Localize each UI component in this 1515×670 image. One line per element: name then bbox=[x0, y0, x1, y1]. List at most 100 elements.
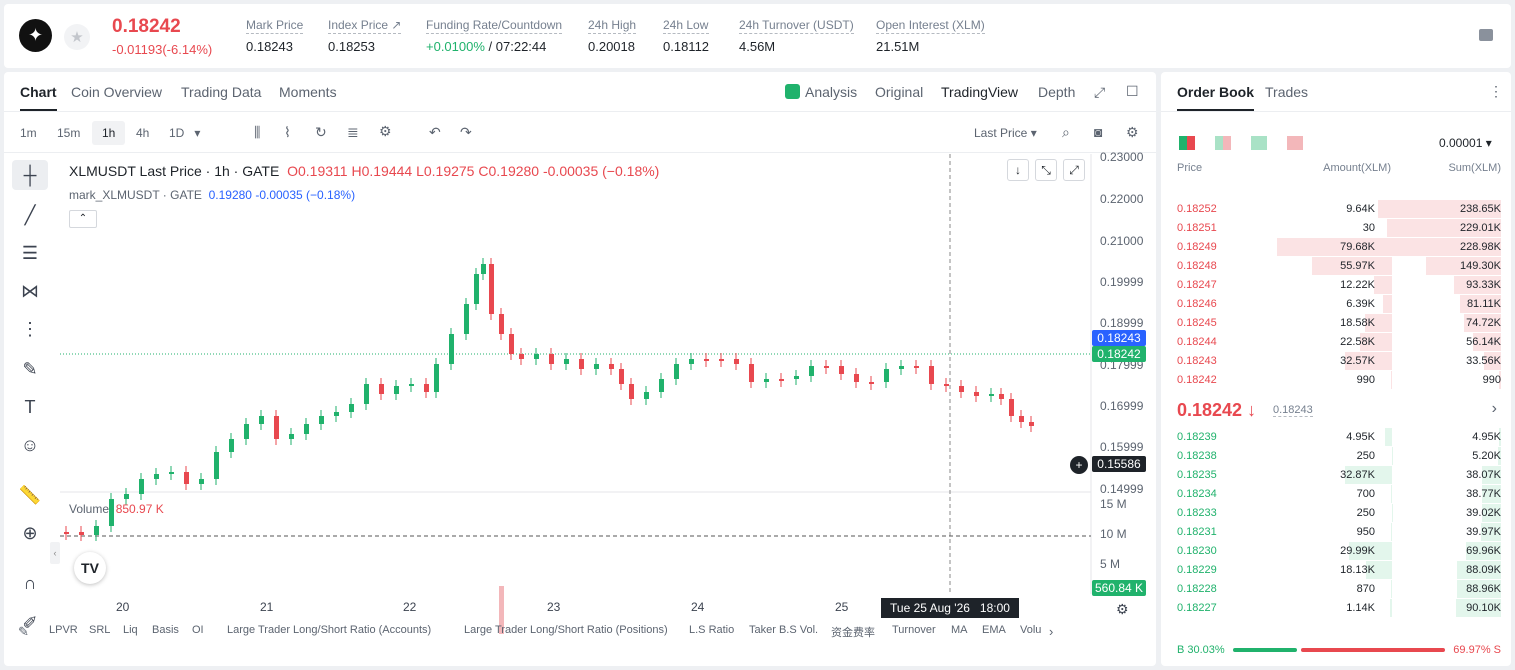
crosshair-icon[interactable]: ┼ bbox=[12, 160, 48, 190]
orderbook-ask-row[interactable]: 0.18245 18.58K 74.72K bbox=[1177, 314, 1501, 333]
orderbook-bid-row[interactable]: 0.18231 950 39.97K bbox=[1177, 523, 1501, 542]
indicator-settings-icon[interactable]: ✎ bbox=[18, 624, 29, 639]
favorite-star-icon[interactable]: ★ bbox=[64, 24, 90, 50]
indicator-oi[interactable]: OI bbox=[192, 624, 204, 636]
indicator-ma[interactable]: MA bbox=[951, 624, 968, 636]
indicator-taker-vol[interactable]: Taker B.S Vol. bbox=[749, 624, 819, 636]
view-bids-icon[interactable] bbox=[1251, 136, 1267, 150]
tab-depth[interactable]: Depth bbox=[1038, 84, 1076, 100]
orderbook-sum: 5.20K bbox=[1472, 450, 1501, 462]
more-icon[interactable]: ⋮ bbox=[1489, 83, 1503, 99]
orderbook-ask-row[interactable]: 0.18249 79.68K 228.98K bbox=[1177, 238, 1501, 257]
indicator-basis[interactable]: Basis bbox=[152, 624, 179, 636]
scroll-down-icon[interactable]: ↓ bbox=[1007, 159, 1029, 181]
interval-4h[interactable]: 4h bbox=[136, 126, 150, 140]
tab-chart[interactable]: Chart bbox=[20, 84, 57, 111]
candlestick-chart[interactable] bbox=[4, 154, 1156, 634]
indicator-turnover[interactable]: Turnover bbox=[892, 624, 936, 636]
magnet-icon[interactable]: ∩ bbox=[23, 572, 37, 593]
camera-icon[interactable]: ◙ bbox=[1094, 124, 1103, 140]
indicator-ltlsr-positions[interactable]: Large Trader Long/Short Ratio (Positions… bbox=[464, 624, 668, 636]
window-icon[interactable]: ☐ bbox=[1126, 83, 1139, 99]
settings-dot-icon[interactable]: ⚙ bbox=[379, 123, 392, 139]
replay-icon[interactable]: ↻ bbox=[315, 124, 327, 140]
stat-index-price[interactable]: Index Price ↗ 0.18253 bbox=[328, 18, 402, 54]
orderbook-ask-row[interactable]: 0.18243 32.57K 33.56K bbox=[1177, 352, 1501, 371]
gear-icon[interactable]: ⚙ bbox=[1126, 124, 1139, 140]
interval-1h[interactable]: 1h bbox=[92, 121, 126, 145]
notebook-icon[interactable] bbox=[1479, 29, 1493, 41]
indicator-lpvr[interactable]: LPVR bbox=[49, 624, 78, 636]
orderbook-ask-row[interactable]: 0.18251 30 229.01K bbox=[1177, 219, 1501, 238]
orderbook-ask-row[interactable]: 0.18252 9.64K 238.65K bbox=[1177, 200, 1501, 219]
col-price: Price bbox=[1177, 162, 1203, 174]
view-both-icon[interactable] bbox=[1179, 136, 1195, 150]
lock-draw-icon[interactable]: ✐ bbox=[22, 612, 38, 633]
tab-trading-data[interactable]: Trading Data bbox=[181, 84, 262, 100]
expand-icon[interactable]: ⤢ bbox=[1094, 84, 1106, 100]
chevron-right-icon[interactable]: › bbox=[1049, 624, 1054, 639]
orderbook-ask-row[interactable]: 0.18246 6.39K 81.11K bbox=[1177, 295, 1501, 314]
pattern-icon[interactable]: ⋈ bbox=[21, 280, 39, 301]
undo-icon[interactable]: ↶ bbox=[429, 124, 441, 140]
tab-tradingview[interactable]: TradingView bbox=[941, 84, 1019, 100]
interval-1d[interactable]: 1D ▾ bbox=[169, 126, 201, 140]
indicator-ls-ratio[interactable]: L.S Ratio bbox=[689, 624, 735, 636]
interval-1m[interactable]: 1m bbox=[20, 126, 37, 140]
add-alert-icon[interactable]: + bbox=[1070, 456, 1088, 474]
tab-trades[interactable]: Trades bbox=[1265, 84, 1309, 100]
orderbook-bid-row[interactable]: 0.18238 250 5.20K bbox=[1177, 447, 1501, 466]
orderbook-ask-row[interactable]: 0.18242 990 990 bbox=[1177, 371, 1501, 390]
tab-analysis[interactable]: Analysis bbox=[785, 84, 857, 100]
indicator-ltlsr-accounts[interactable]: Large Trader Long/Short Ratio (Accounts) bbox=[227, 624, 432, 636]
price-type-select[interactable]: Last Price ▾ bbox=[974, 126, 1037, 140]
search-icon[interactable]: ⌕ bbox=[1062, 124, 1070, 140]
collapse-icon[interactable]: ⤡ bbox=[1035, 159, 1057, 181]
indicator-liq[interactable]: Liq bbox=[123, 624, 138, 636]
tab-moments[interactable]: Moments bbox=[279, 84, 337, 100]
orderbook-bid-row[interactable]: 0.18230 29.99K 69.96K bbox=[1177, 542, 1501, 561]
ruler-icon[interactable]: 📏 bbox=[18, 484, 42, 505]
templates-icon[interactable]: ≣ bbox=[347, 124, 359, 140]
orderbook-bid-row[interactable]: 0.18227 1.14K 90.10K bbox=[1177, 599, 1501, 618]
brush-icon[interactable]: ✎ bbox=[22, 358, 38, 379]
tab-order-book[interactable]: Order Book bbox=[1177, 84, 1255, 111]
orderbook-bid-row[interactable]: 0.18235 32.87K 38.07K bbox=[1177, 466, 1501, 485]
precision-select[interactable]: 0.00001 ▾ bbox=[1439, 136, 1492, 150]
indicator-srl[interactable]: SRL bbox=[89, 624, 111, 636]
orderbook-bid-row[interactable]: 0.18233 250 39.02K bbox=[1177, 504, 1501, 523]
orderbook-ask-row[interactable]: 0.18244 22.58K 56.14K bbox=[1177, 333, 1501, 352]
emoji-icon[interactable]: ☺ bbox=[20, 434, 40, 455]
orderbook-ask-row[interactable]: 0.18248 55.97K 149.30K bbox=[1177, 257, 1501, 276]
indicator-volume[interactable]: Volu bbox=[1020, 624, 1042, 636]
view-mixed-icon[interactable] bbox=[1215, 136, 1231, 150]
amount-bar bbox=[1382, 295, 1392, 313]
candle bbox=[79, 532, 84, 535]
indicator-funding[interactable]: 资金费率 bbox=[831, 627, 875, 639]
tab-coin-overview[interactable]: Coin Overview bbox=[71, 84, 163, 100]
redo-icon[interactable]: ↷ bbox=[460, 124, 472, 140]
fib-icon[interactable]: ☰ bbox=[21, 242, 39, 263]
orderbook-bid-row[interactable]: 0.18239 4.95K 4.95K bbox=[1177, 428, 1501, 447]
orderbook-bid-row[interactable]: 0.18234 700 38.77K bbox=[1177, 485, 1501, 504]
fullscreen-icon[interactable]: ⤢ bbox=[1063, 159, 1085, 181]
orderbook-bid-row[interactable]: 0.18228 870 88.96K bbox=[1177, 580, 1501, 599]
trendline-icon[interactable]: ╱ bbox=[24, 204, 36, 225]
collapse-legend-button[interactable]: ⌃ bbox=[69, 210, 97, 228]
tab-original[interactable]: Original bbox=[875, 84, 924, 100]
text-icon[interactable]: T bbox=[24, 396, 36, 417]
prediction-icon[interactable]: ⋮ bbox=[21, 318, 39, 339]
tradingview-logo[interactable]: TV bbox=[74, 552, 106, 584]
time-axis-settings-icon[interactable]: ⚙ bbox=[1116, 601, 1129, 617]
indicator-ema[interactable]: EMA bbox=[982, 624, 1006, 636]
orderbook-sum: 228.98K bbox=[1460, 241, 1501, 253]
view-asks-icon[interactable] bbox=[1287, 136, 1303, 150]
orderbook-ask-row[interactable]: 0.18247 12.22K 93.33K bbox=[1177, 276, 1501, 295]
indicators-icon[interactable]: ⌇ bbox=[284, 124, 291, 140]
chevron-right-icon[interactable]: › bbox=[1491, 400, 1497, 417]
candle-type-icon[interactable]: ⫼ bbox=[254, 124, 261, 140]
zoom-icon[interactable]: ⊕ bbox=[22, 522, 38, 543]
side-collapse-icon[interactable]: ‹ bbox=[50, 542, 60, 564]
orderbook-bid-row[interactable]: 0.18229 18.13K 88.09K bbox=[1177, 561, 1501, 580]
interval-15m[interactable]: 15m bbox=[57, 126, 81, 140]
